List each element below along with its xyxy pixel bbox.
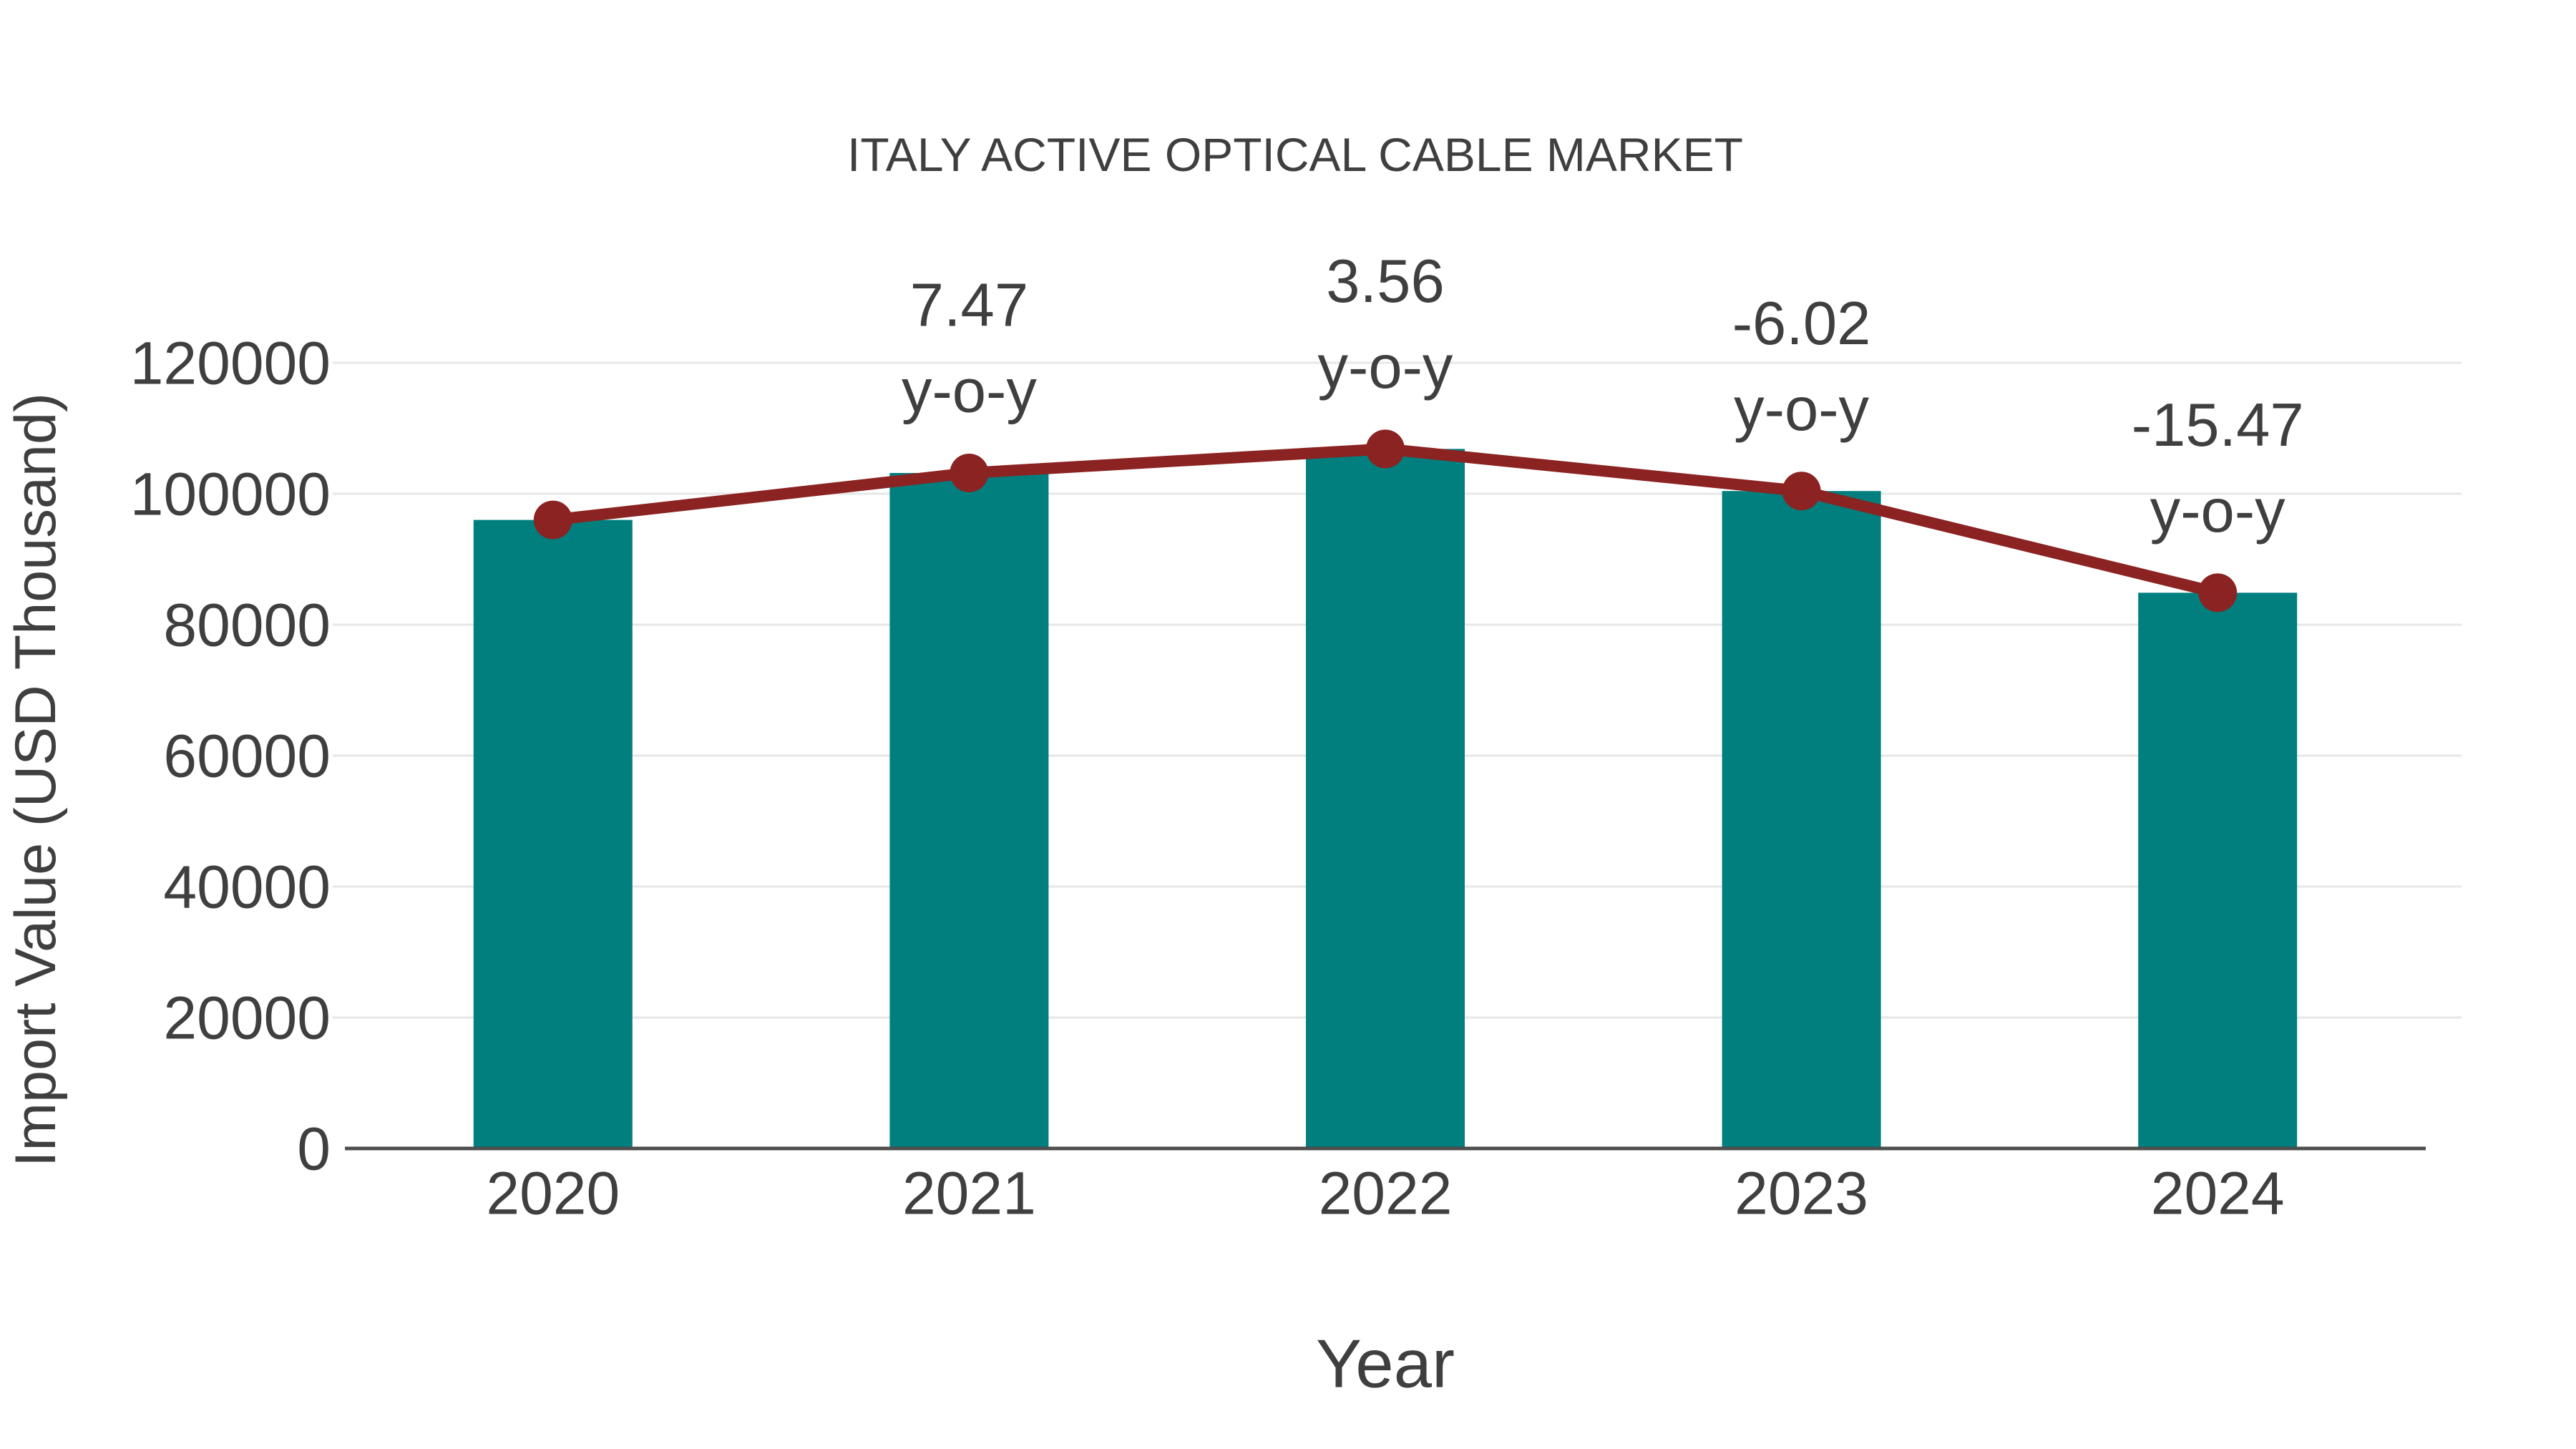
x-tick-label: 2021 (902, 1159, 1036, 1226)
y-tick-labels-layer: 0 20000 40000 60000 80000 100000 120000 (130, 329, 331, 1182)
x-axis-title: Year (1316, 1326, 1455, 1402)
y-tick-label: 60000 (163, 722, 331, 789)
y-tick-label: 120000 (130, 329, 331, 396)
bar (1306, 449, 1465, 1148)
annotation-value: -15.47 (2132, 391, 2304, 459)
y-tick-label: 80000 (163, 591, 331, 658)
annotation-value: -6.02 (1732, 290, 1871, 358)
annotation-value: 7.47 (910, 272, 1028, 340)
annotation-unit: y-o-y (1734, 376, 1869, 444)
trend-point (1366, 429, 1405, 469)
x-tick-label: 2020 (486, 1159, 620, 1226)
bars-layer (473, 449, 2298, 1148)
annotation-value: 3.56 (1326, 248, 1444, 316)
chart-title: ITALY ACTIVE OPTICAL CABLE MARKET (847, 128, 1743, 181)
x-tick-labels-layer: 2020 2021 2022 2023 2024 (486, 1159, 2284, 1226)
bar (473, 519, 633, 1148)
trend-point (2198, 573, 2238, 613)
y-tick-label: 40000 (163, 853, 331, 920)
trend-point (1782, 472, 1821, 511)
y-tick-label: 20000 (163, 984, 331, 1051)
trend-point (950, 453, 989, 492)
bar (1722, 491, 1881, 1148)
y-tick-label: 100000 (130, 460, 331, 527)
x-tick-label: 2023 (1735, 1159, 1868, 1226)
x-tick-label: 2022 (1319, 1159, 1453, 1226)
annotations-layer: 7.47 y-o-y 3.56 y-o-y -6.02 y-o-y -15.47 y-o-y (902, 248, 2304, 545)
bar (2138, 592, 2298, 1148)
annotation-unit: y-o-y (2150, 477, 2285, 545)
x-tick-label: 2024 (2151, 1159, 2285, 1226)
annotation-unit: y-o-y (902, 358, 1037, 426)
trend-point (533, 500, 572, 540)
y-tick-label: 0 (297, 1115, 331, 1182)
y-axis-title: Import Value (USD Thousand) (4, 393, 68, 1167)
trend-line-layer (533, 429, 2238, 613)
bar (889, 472, 1049, 1148)
annotation-unit: y-o-y (1318, 333, 1453, 401)
